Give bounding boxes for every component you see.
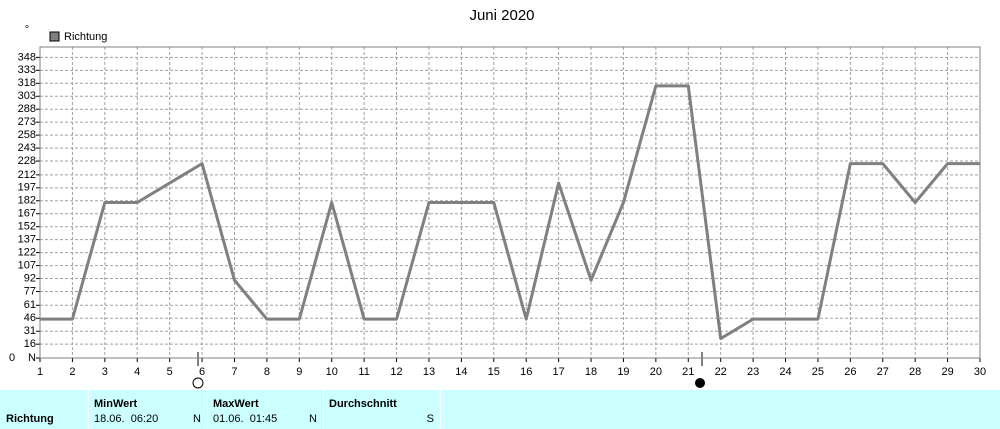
- stats-cell: MinWert 18.06. 06:20 N: [88, 390, 207, 429]
- x-tick-label: 25: [812, 366, 824, 378]
- legend-label: Richtung: [64, 31, 107, 43]
- x-tick-label: 7: [231, 366, 237, 378]
- x-tick-label: 30: [974, 366, 986, 378]
- stats-direction: N: [193, 413, 201, 425]
- legend-swatch: [49, 31, 60, 42]
- y-tick-label: 31: [24, 325, 36, 337]
- row-label: Richtung: [6, 413, 54, 425]
- stats-cell: Durchschnitt S: [323, 390, 440, 429]
- y-tick-label: 258: [18, 129, 36, 141]
- x-tick-label: 18: [585, 366, 597, 378]
- x-tick-label: 2: [69, 366, 75, 378]
- y-tick-label: 92: [24, 272, 36, 284]
- x-tick-label: 6: [199, 366, 205, 378]
- x-tick-label: 24: [779, 366, 791, 378]
- y-tick-label: 333: [18, 64, 36, 76]
- unit-label: °: [25, 24, 29, 36]
- y-tick-label: 348: [18, 51, 36, 63]
- x-tick-label: 3: [102, 366, 108, 378]
- x-tick-label: 13: [423, 366, 435, 378]
- y-tick-label: 303: [18, 90, 36, 102]
- x-tick-label: 1: [37, 366, 43, 378]
- y-tick-label: 122: [18, 247, 36, 259]
- y-tick-label: 137: [18, 234, 36, 246]
- y-tick-label: 273: [18, 116, 36, 128]
- stats-header: MaxWert: [213, 398, 259, 410]
- x-tick-label: 21: [682, 366, 694, 378]
- y-tick-label: 46: [24, 312, 36, 324]
- y-tick-label: N: [28, 352, 36, 364]
- x-tick-label: 26: [844, 366, 856, 378]
- stats-cell: MaxWert 01.06. 01:45 N: [207, 390, 323, 429]
- x-tick-label: 10: [326, 366, 338, 378]
- stats-header: MinWert: [94, 398, 138, 410]
- stats-date: 01.06. 01:45: [213, 413, 278, 425]
- data-line: [40, 84, 980, 341]
- y-tick-label: 167: [18, 208, 36, 220]
- x-tick-label: 11: [358, 366, 369, 378]
- y-tick-label: 16: [24, 338, 36, 350]
- y-tick-label: 182: [18, 195, 36, 207]
- x-tick-label: 28: [909, 366, 921, 378]
- stats-direction: N: [309, 413, 317, 425]
- x-tick-label: 22: [715, 366, 727, 378]
- x-tick-label: 14: [455, 366, 467, 378]
- x-tick-label: 29: [941, 366, 953, 378]
- y-tick-label: 243: [18, 142, 36, 154]
- x-tick-label: 17: [552, 366, 564, 378]
- y-tick-label: 228: [18, 155, 36, 167]
- plot-frame: [39, 46, 981, 359]
- y-tick-label: 77: [24, 285, 36, 297]
- stats-separator: [440, 390, 441, 429]
- x-tick-label: 9: [296, 366, 302, 378]
- y-tick-label: 318: [18, 77, 36, 89]
- x-tick-label: 8: [264, 366, 270, 378]
- x-tick-label: 5: [167, 366, 173, 378]
- y-tick-label: 197: [18, 182, 36, 194]
- y-tick-label: 152: [18, 221, 36, 233]
- x-tick-label: 20: [650, 366, 662, 378]
- y-tick-label: 61: [24, 299, 36, 311]
- stats-table: Richtung MinWert 18.06. 06:20 N MaxWert 01.0…: [0, 390, 1000, 429]
- stats-header: Durchschnitt: [329, 398, 397, 410]
- x-tick-label: 19: [617, 366, 629, 378]
- x-tick-label: 4: [134, 366, 140, 378]
- stats-direction: S: [426, 413, 434, 425]
- x-tick-label: 23: [747, 366, 759, 378]
- stats-date: 18.06. 06:20: [94, 413, 159, 425]
- y-origin-label: 0: [9, 352, 15, 364]
- x-tick-label: 12: [390, 366, 402, 378]
- x-tick-label: 16: [520, 366, 532, 378]
- moon-markers: [192, 352, 705, 389]
- y-tick-label: 288: [18, 103, 36, 115]
- chart-title: Juni 2020: [469, 7, 534, 24]
- x-tick-label: 15: [488, 366, 500, 378]
- chart: Juni 2020 ° 0 Richtung N1631466177921071…: [9, 7, 986, 389]
- y-tick-label: 212: [18, 169, 36, 181]
- x-tick-label: 27: [877, 366, 889, 378]
- y-tick-label: 107: [18, 259, 36, 271]
